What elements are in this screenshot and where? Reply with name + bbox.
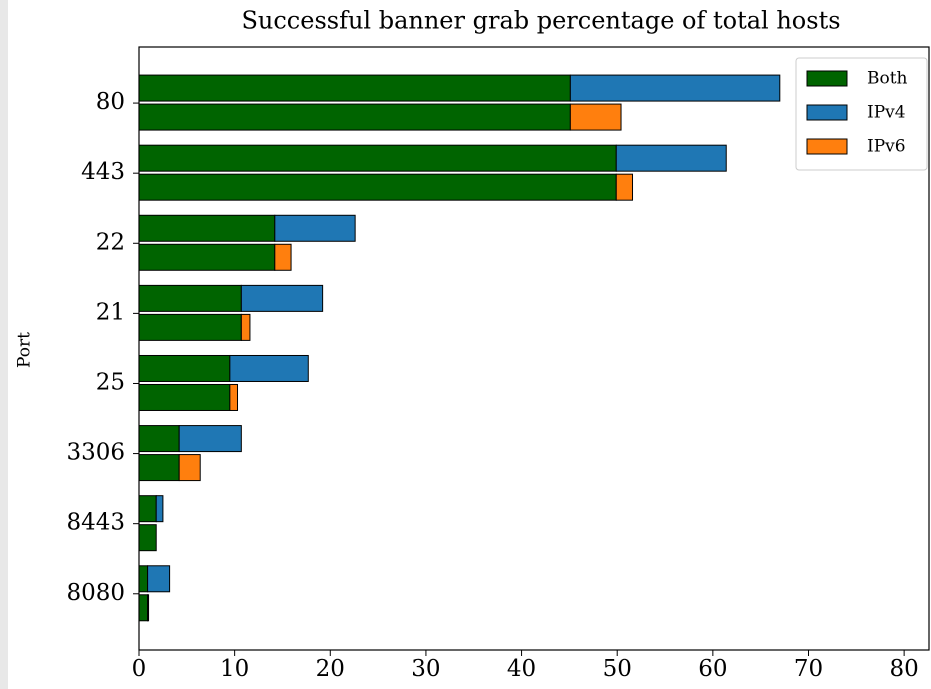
bar-segment — [274, 243, 292, 271]
bar-segment — [147, 565, 171, 593]
bar-segment — [138, 313, 242, 341]
bar-segment — [615, 173, 634, 201]
bar-segment — [147, 594, 150, 622]
bar-segment — [138, 454, 180, 482]
y-tick-label: 8443 — [66, 510, 125, 536]
bar-segment — [138, 243, 276, 271]
legend-swatch — [806, 70, 848, 87]
x-tick-label: 60 — [698, 656, 727, 682]
y-tick-label: 22 — [96, 229, 125, 255]
bar-segment — [138, 495, 157, 523]
bar-segment — [274, 214, 356, 242]
bar-segment — [138, 354, 231, 382]
bar-segment — [229, 383, 239, 411]
bar-segment — [138, 74, 571, 102]
y-tick-label: 80 — [96, 89, 125, 115]
legend-label: Both — [867, 69, 908, 89]
bar-segment — [229, 354, 309, 382]
x-tick-label: 80 — [889, 656, 918, 682]
bar-segment — [138, 524, 157, 552]
plot-frame — [138, 46, 930, 651]
bar-segment — [569, 74, 781, 102]
side-strip — [0, 0, 8, 689]
bar-segment — [138, 425, 180, 453]
bar-segment — [178, 454, 201, 482]
y-tick-label: 25 — [96, 369, 125, 395]
y-axis-label: Port — [15, 332, 35, 368]
legend-label: IPv4 — [867, 103, 906, 123]
bar-segment — [138, 214, 276, 242]
x-tick-label: 30 — [411, 656, 440, 682]
bar-segment — [138, 103, 571, 131]
x-tick-label: 70 — [794, 656, 823, 682]
legend-label: IPv6 — [867, 137, 906, 157]
x-tick-label: 10 — [220, 656, 249, 682]
bar-segment — [569, 103, 622, 131]
bar-segment — [240, 313, 251, 341]
bar-segment — [155, 495, 164, 523]
bar-segment — [240, 284, 324, 312]
bar-segment — [138, 383, 231, 411]
y-tick-label: 443 — [81, 159, 125, 185]
x-tick-label: 20 — [316, 656, 345, 682]
bar-segment — [178, 425, 242, 453]
legend-swatch — [806, 104, 848, 121]
y-tick-label: 8080 — [66, 580, 125, 606]
bar-segment — [138, 594, 149, 622]
x-tick-label: 50 — [603, 656, 632, 682]
bar-segment — [138, 173, 617, 201]
x-tick-label: 0 — [132, 656, 147, 682]
bar-segment — [138, 565, 149, 593]
chart-title: Successful banner grab percentage of tot… — [241, 7, 840, 35]
y-tick-label: 21 — [96, 299, 125, 325]
bar-segment — [138, 144, 617, 172]
bar-segment — [615, 144, 727, 172]
x-tick-label: 40 — [507, 656, 536, 682]
bar-segment — [138, 284, 242, 312]
legend-swatch — [806, 138, 848, 155]
y-tick-label: 3306 — [66, 440, 125, 466]
